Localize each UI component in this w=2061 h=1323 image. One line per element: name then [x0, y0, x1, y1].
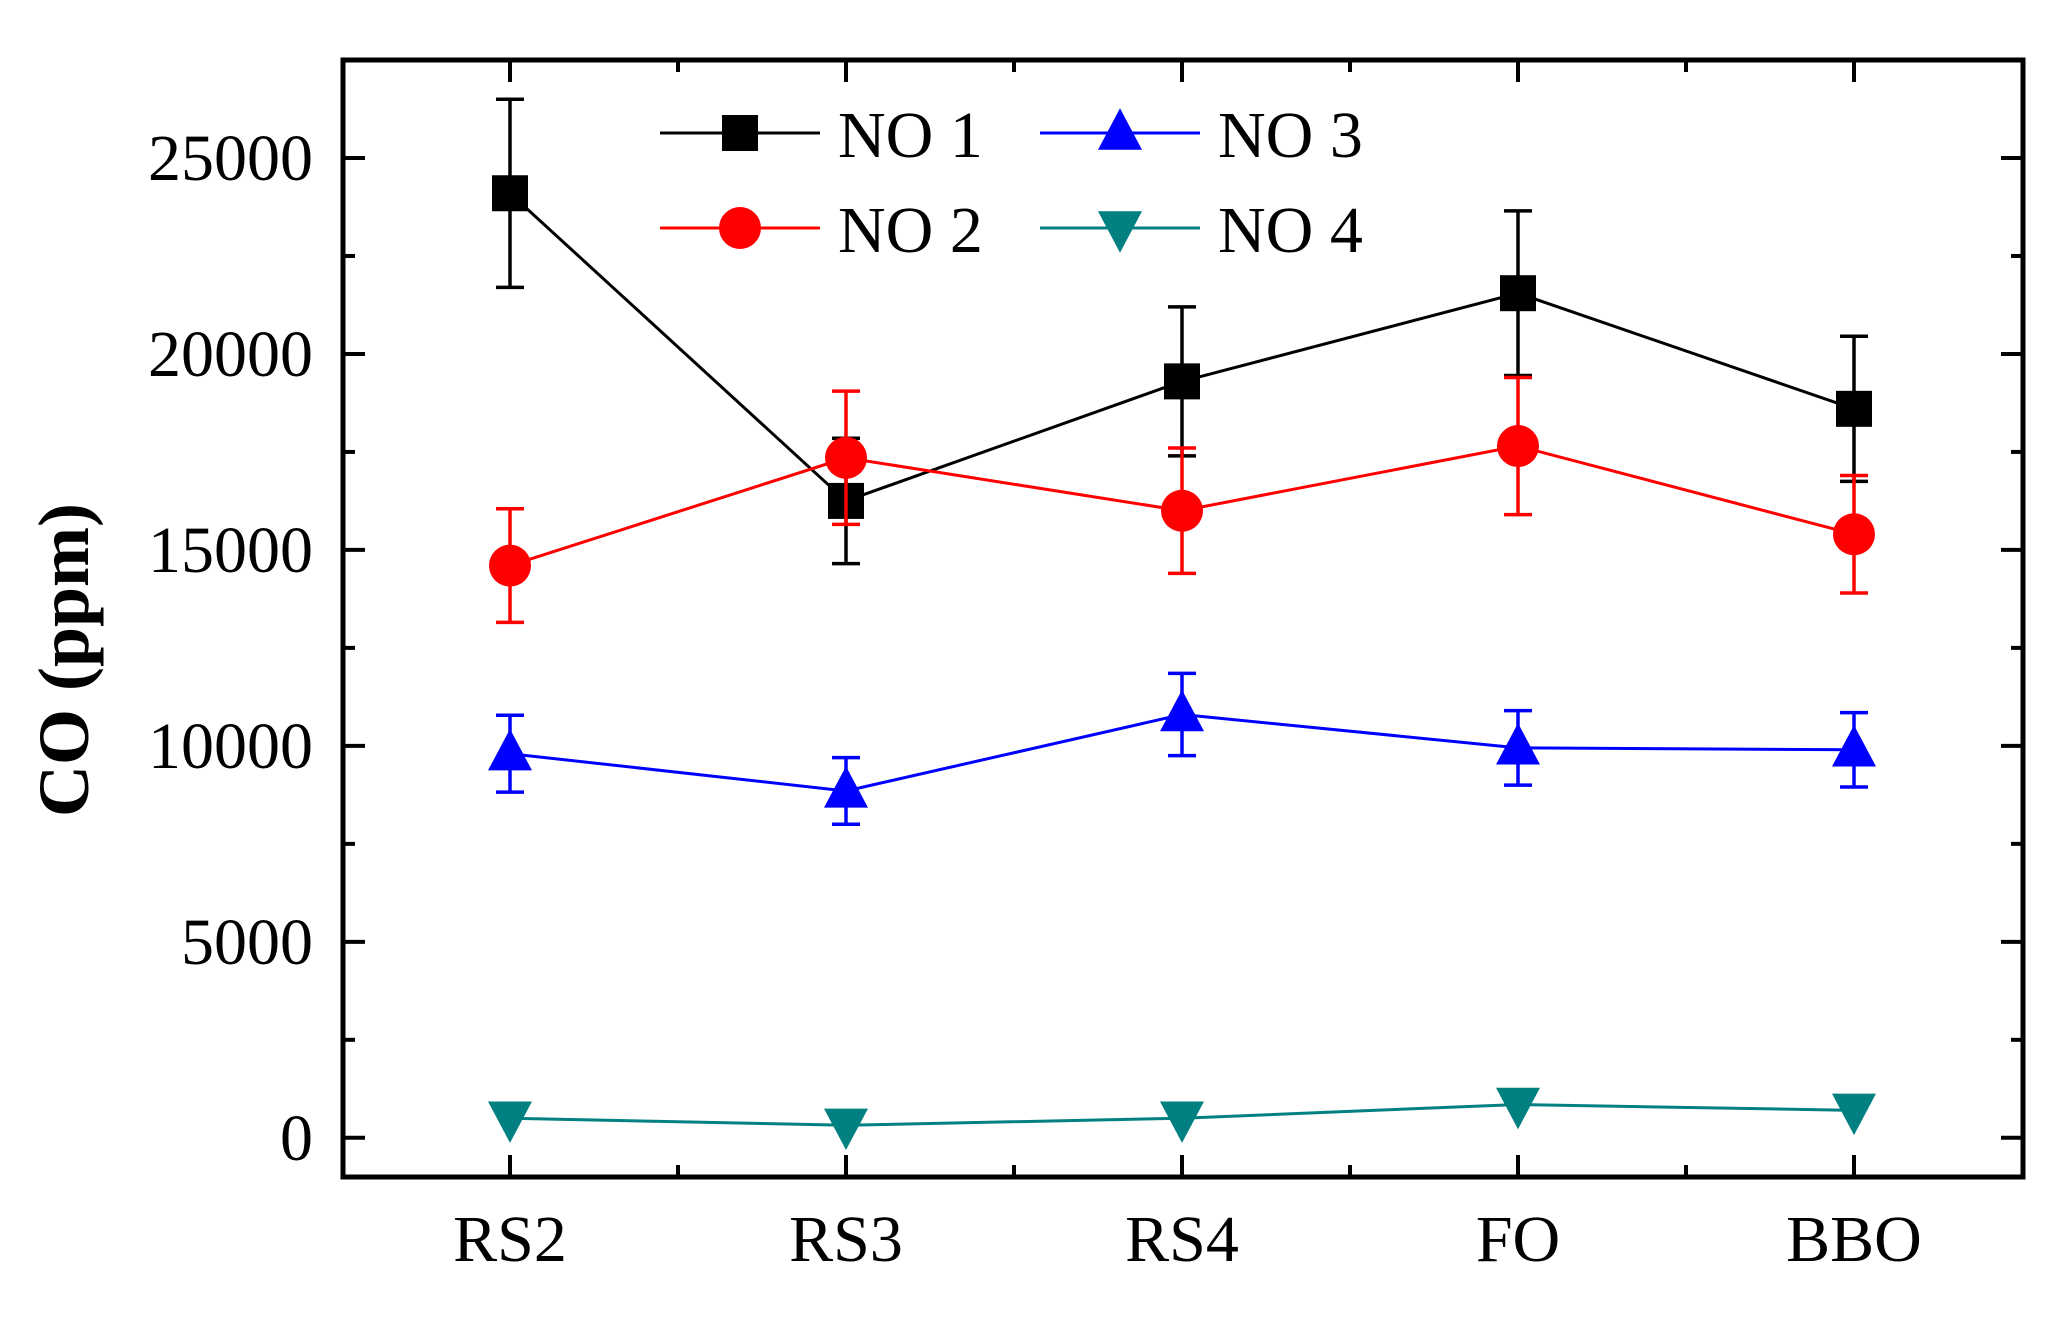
data-point: [1497, 425, 1539, 468]
x-tick-label: BBO: [1786, 1203, 1922, 1276]
legend-item: NO 2: [660, 194, 983, 267]
data-point: [1832, 725, 1876, 767]
y-tick-label: 10000: [148, 710, 313, 783]
series-no-2: [489, 375, 1875, 625]
data-point: [1836, 390, 1872, 427]
series-no-4: [488, 1087, 1876, 1150]
y-tick-label: 25000: [148, 122, 313, 195]
data-point: [1833, 513, 1875, 556]
data-point: [824, 766, 868, 808]
data-point: [489, 544, 531, 587]
legend-marker: [1098, 108, 1142, 150]
data-point: [492, 175, 528, 212]
legend-label: NO 2: [838, 194, 983, 267]
data-point: [1496, 723, 1540, 765]
y-tick-label: 20000: [148, 318, 313, 391]
series-no-3: [488, 671, 1876, 827]
y-tick-label: 5000: [181, 906, 313, 979]
legend-marker: [722, 115, 758, 151]
data-point: [825, 436, 867, 479]
x-tick-label: RS4: [1125, 1203, 1239, 1276]
legend-item: NO 3: [1040, 99, 1363, 172]
data-point: [1832, 1093, 1876, 1136]
data-point: [1160, 1101, 1204, 1143]
y-tick-label: 15000: [148, 514, 313, 587]
legend-item: NO 1: [660, 99, 983, 172]
x-tick-label: RS3: [789, 1203, 903, 1276]
legend-label: NO 4: [1218, 194, 1363, 267]
data-point: [1160, 689, 1204, 732]
legend-label: NO 1: [838, 99, 983, 172]
data-point: [1164, 363, 1200, 400]
legend-item: NO 4: [1040, 194, 1363, 267]
legend-marker: [719, 207, 761, 249]
legend-marker: [1098, 211, 1142, 253]
y-tick-label: 0: [280, 1102, 313, 1175]
data-point: [1500, 275, 1536, 312]
x-tick-label: FO: [1476, 1203, 1560, 1276]
data-point: [488, 729, 532, 771]
x-tick-label: RS2: [453, 1203, 567, 1276]
data-point: [1161, 489, 1203, 532]
data-point: [824, 1108, 868, 1150]
data-point: [1496, 1087, 1540, 1130]
legend-label: NO 3: [1218, 99, 1363, 172]
y-axis-label: CO (ppm): [24, 503, 104, 817]
data-point: [488, 1101, 532, 1143]
